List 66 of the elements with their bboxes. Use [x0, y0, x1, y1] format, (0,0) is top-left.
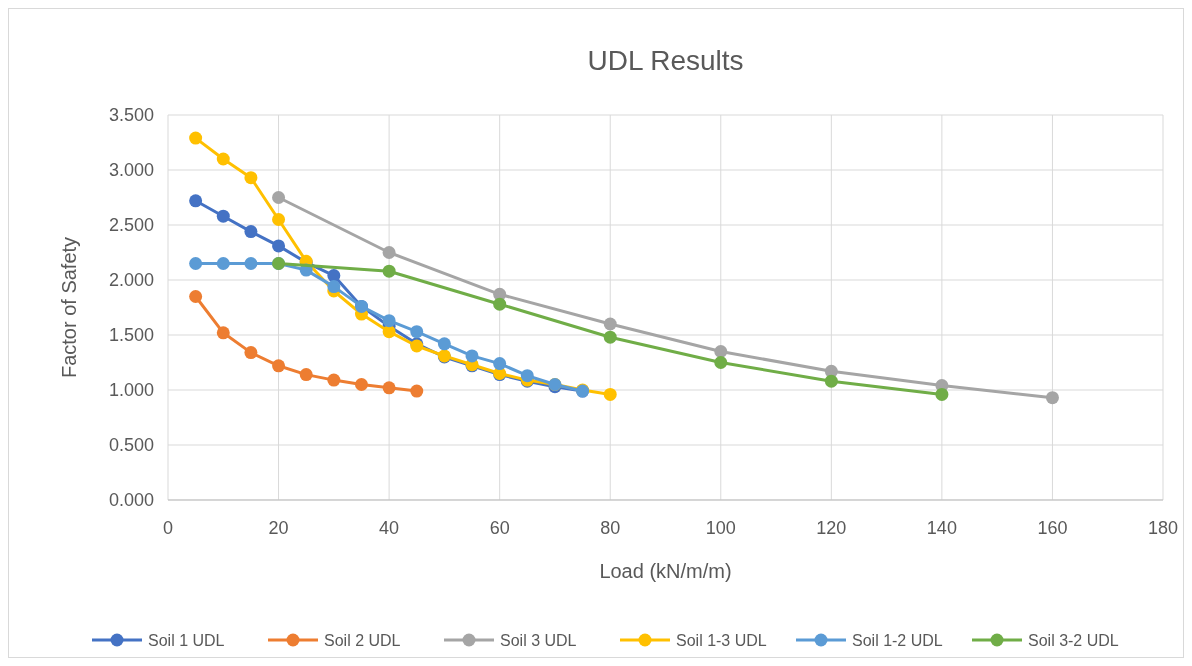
- y-tick-label: 2.500: [108, 215, 154, 235]
- point: [272, 191, 286, 204]
- point: [216, 326, 230, 340]
- point: [189, 290, 203, 303]
- chart-title: UDL Results: [587, 45, 744, 76]
- point: [935, 387, 949, 401]
- legend-label: Soil 3-2 UDL: [1028, 632, 1119, 649]
- y-tick-label: 1.000: [108, 380, 154, 400]
- y-tick-label: 3.500: [108, 105, 154, 125]
- point: [244, 171, 258, 185]
- legend-label: Soil 1-2 UDL: [852, 632, 943, 649]
- point: [465, 349, 479, 363]
- y-tick-label: 3.000: [108, 160, 154, 180]
- point: [216, 257, 230, 270]
- point: [189, 131, 203, 145]
- legend-label: Soil 1 UDL: [148, 632, 225, 649]
- point: [189, 257, 203, 270]
- legend-label: Soil 2 UDL: [324, 632, 401, 649]
- point: [327, 373, 341, 387]
- x-tick-label: 0: [162, 518, 174, 538]
- legend-label: Soil 3 UDL: [500, 632, 577, 649]
- point: [382, 381, 396, 395]
- x-tick-label: 80: [600, 518, 621, 538]
- y-tick-label: 2.000: [108, 270, 154, 290]
- x-tick-label: 140: [926, 518, 957, 538]
- point: [189, 194, 203, 208]
- point: [244, 225, 258, 239]
- point: [382, 264, 396, 278]
- x-tick-label: 180: [1147, 518, 1179, 538]
- point: [272, 213, 286, 226]
- point: [244, 346, 258, 360]
- point: [327, 269, 341, 283]
- point: [410, 384, 424, 398]
- x-tick-label: 20: [268, 518, 289, 538]
- point: [520, 369, 534, 383]
- point: [299, 368, 313, 382]
- point: [272, 239, 286, 253]
- point: [714, 356, 728, 369]
- point: [327, 280, 341, 294]
- point: [437, 337, 451, 351]
- point: [824, 374, 838, 388]
- y-tick-label: 0.500: [108, 435, 154, 455]
- x-tick-label: 120: [816, 518, 847, 538]
- point: [603, 317, 617, 331]
- point: [603, 330, 617, 344]
- point: [244, 257, 258, 270]
- point: [493, 297, 507, 311]
- point: [216, 152, 230, 166]
- point: [603, 387, 617, 401]
- legend-label: Soil 1-3 UDL: [676, 632, 767, 649]
- y-axis-title: Factor of Safety: [58, 236, 80, 379]
- point: [714, 345, 728, 358]
- x-axis-title: Load (kN/m/m): [599, 560, 732, 582]
- point: [354, 378, 368, 391]
- y-tick-label: 1.500: [108, 325, 154, 345]
- point: [216, 209, 230, 223]
- point: [410, 325, 424, 339]
- point: [493, 357, 507, 371]
- y-tick-label: 0.000: [108, 490, 154, 510]
- point: [272, 359, 286, 373]
- x-tick-label: 100: [705, 518, 736, 538]
- point: [1045, 391, 1059, 405]
- x-tick-label: 160: [1037, 518, 1068, 538]
- x-tick-label: 60: [489, 518, 510, 538]
- x-tick-label: 40: [379, 518, 400, 538]
- point: [382, 246, 396, 259]
